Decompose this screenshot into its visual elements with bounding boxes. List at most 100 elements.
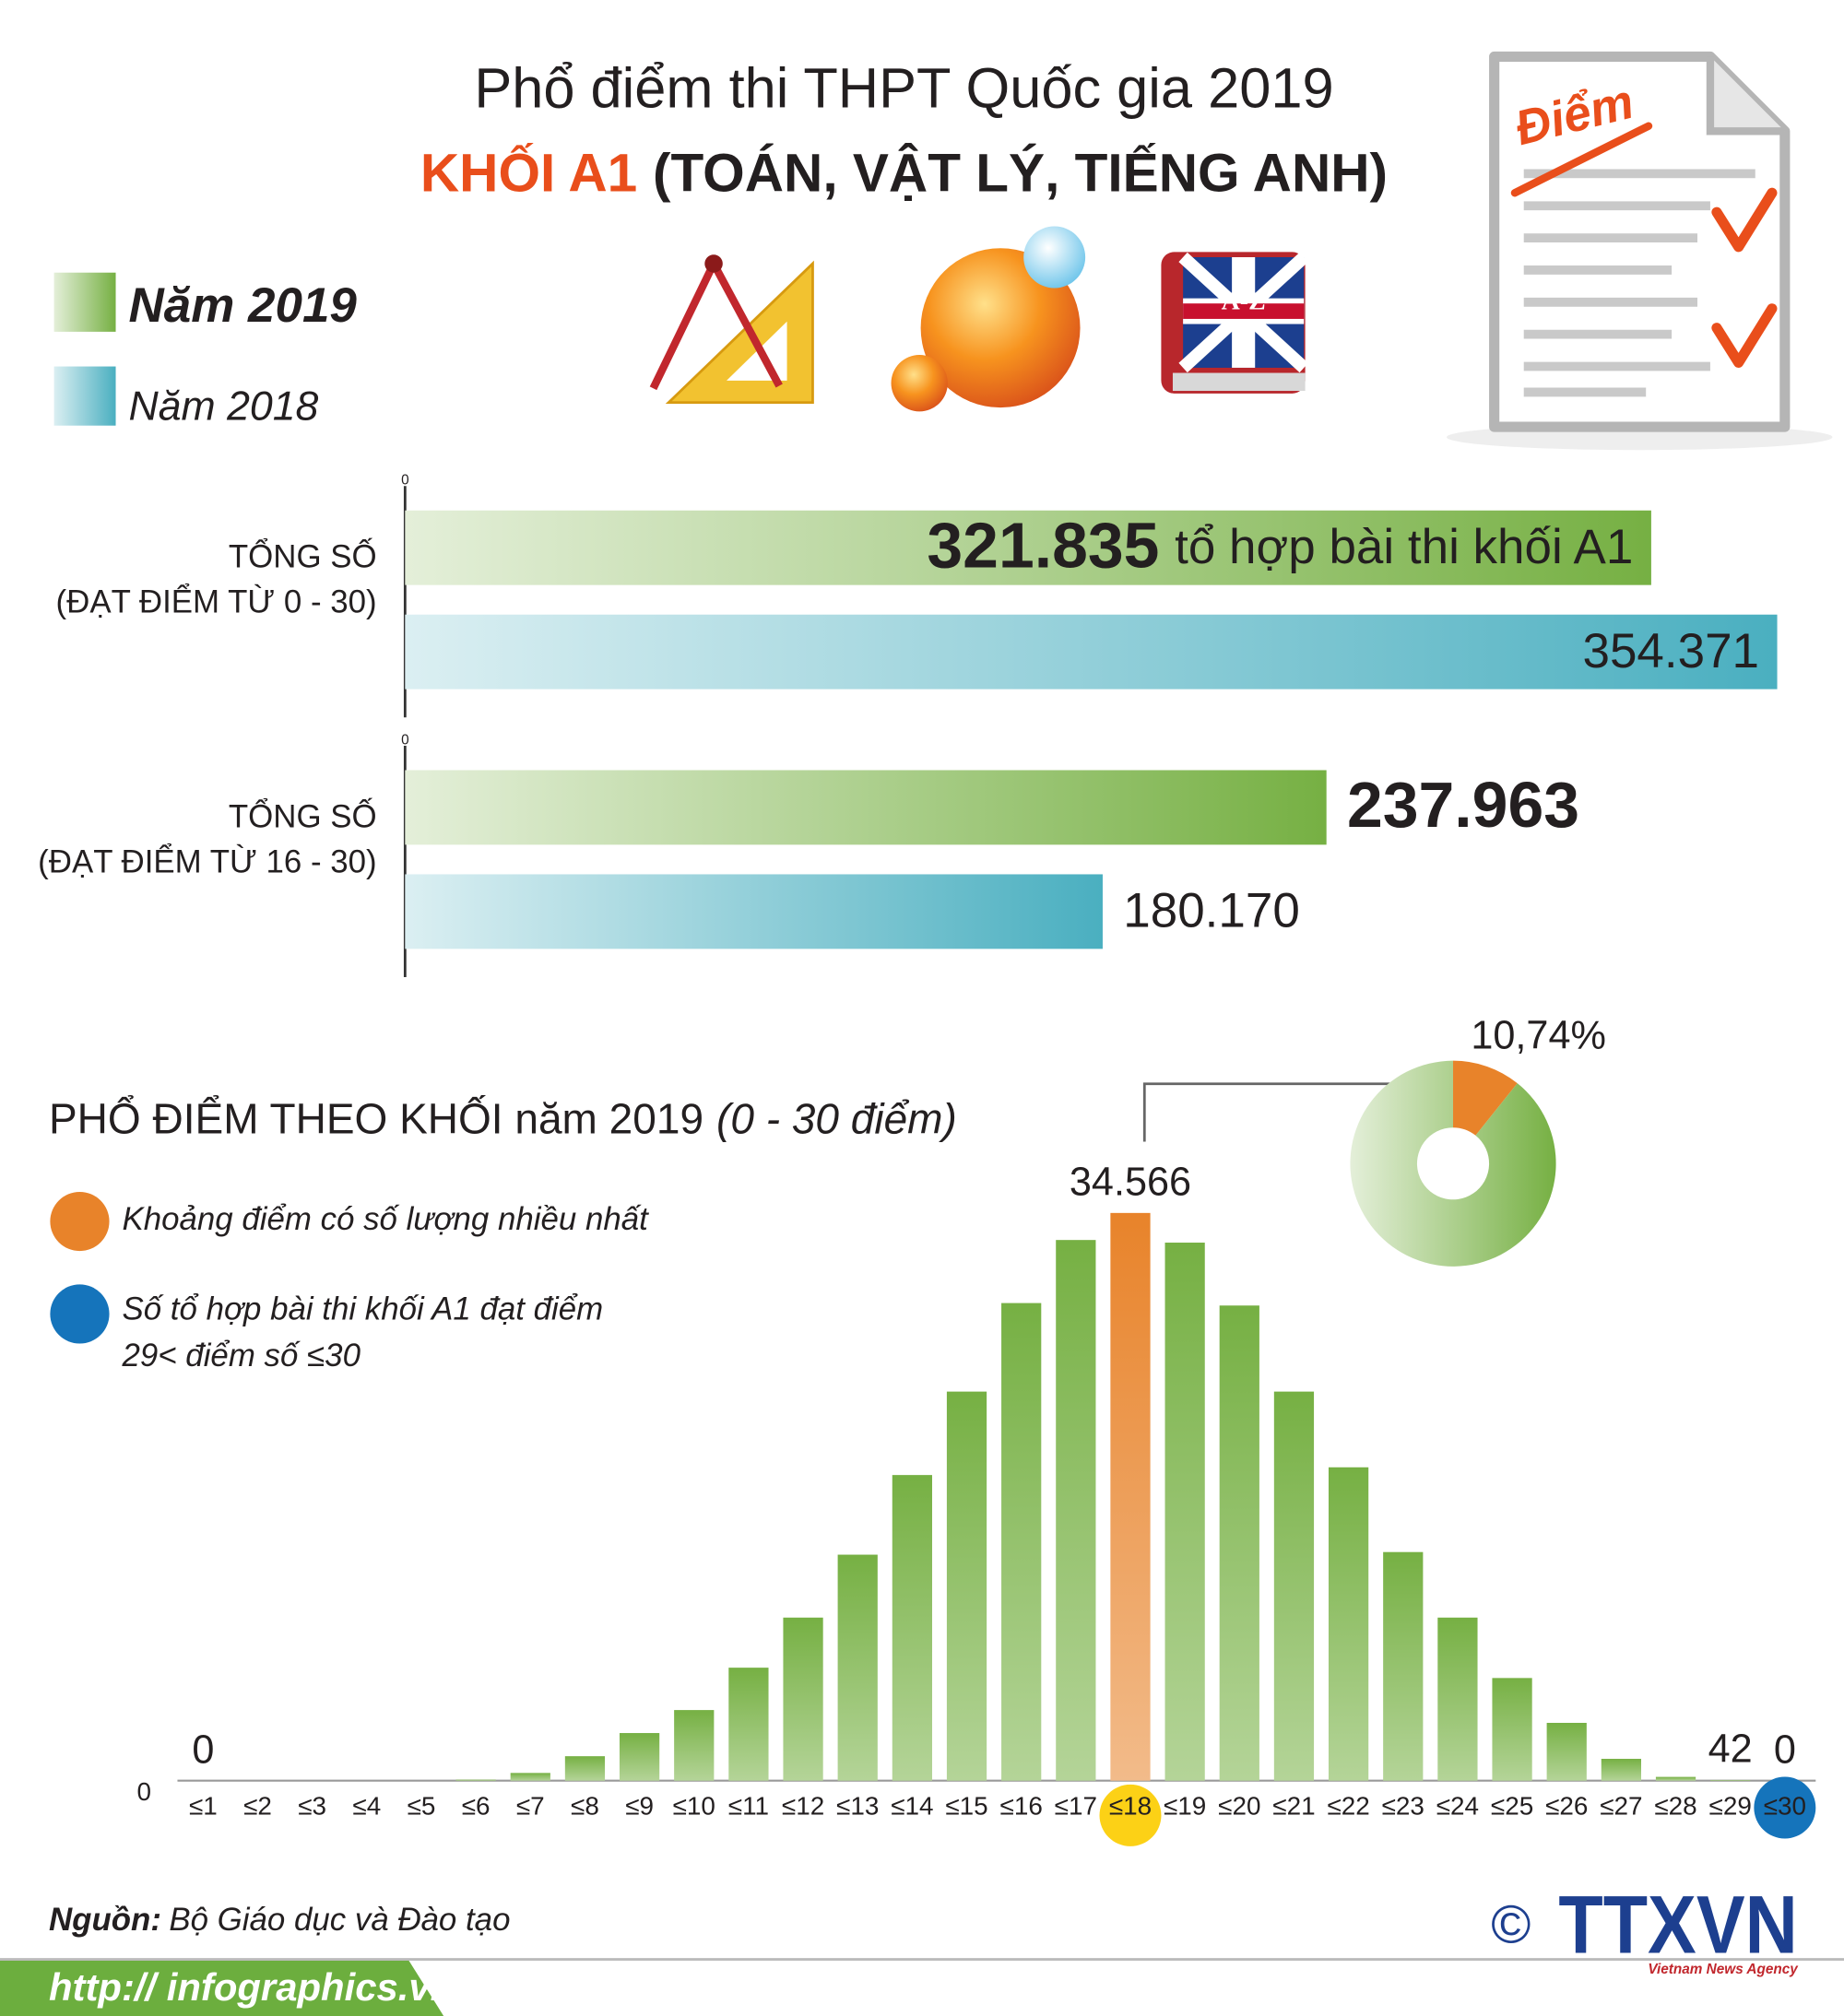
legend-marker xyxy=(50,1191,110,1252)
bar xyxy=(1110,1212,1151,1781)
pie-label: 10,74% xyxy=(1471,1013,1606,1057)
bar xyxy=(1437,1617,1478,1781)
pie-slice xyxy=(1350,1060,1556,1267)
bar xyxy=(405,510,1651,585)
x-tick-label: ≤4 xyxy=(352,1791,381,1820)
top-score-marker xyxy=(1754,1776,1816,1839)
value-label: 321.835 xyxy=(927,509,1159,581)
distribution-title-main: PHỔ ĐIỂM THEO KHỐI năm 2019 xyxy=(49,1095,703,1143)
value-label: 354.371 xyxy=(1582,624,1759,678)
bar xyxy=(405,874,1103,949)
bar xyxy=(1383,1551,1424,1781)
math-icon xyxy=(649,254,814,404)
value-label: 0 xyxy=(192,1727,214,1772)
x-tick-label: ≤17 xyxy=(1055,1791,1097,1820)
bar xyxy=(1056,1240,1096,1781)
x-tick-label: ≤21 xyxy=(1272,1791,1315,1820)
x-tick-label: ≤24 xyxy=(1436,1791,1479,1820)
x-tick-label: 0 xyxy=(401,473,409,489)
bar xyxy=(510,1773,550,1781)
x-tick-label: ≤9 xyxy=(625,1791,654,1820)
x-tick-label: ≤25 xyxy=(1491,1791,1533,1820)
bar xyxy=(783,1617,823,1781)
x-tick-label: ≤26 xyxy=(1545,1791,1588,1820)
annotation: tổ hợp bài thi khối A1 xyxy=(1175,520,1633,574)
x-tick-label: ≤19 xyxy=(1164,1791,1206,1820)
category-label: TỔNG SỐ (ĐẠT ĐIỂM TỪ 16 - 30) xyxy=(38,798,376,880)
footer-band xyxy=(0,1960,444,2016)
bar xyxy=(1219,1305,1259,1781)
legend-swatch xyxy=(53,272,116,332)
copyright: © xyxy=(1491,1895,1531,1955)
logo-subtitle: Vietnam News Agency xyxy=(1648,1962,1799,1977)
x-tick-label: ≤8 xyxy=(571,1791,599,1820)
bar xyxy=(1601,1759,1641,1781)
x-tick-label: ≤30 xyxy=(1764,1791,1806,1820)
bar xyxy=(564,1756,606,1781)
source: Nguồn: Bộ Giáo dục và Đào tạo xyxy=(49,1902,510,1938)
title: Phổ điểm thi THPT Quốc gia 2019 xyxy=(474,57,1333,121)
distribution-title: PHỔ ĐIỂM THEO KHỐI năm 2019 (0 - 30 điểm) xyxy=(49,1095,957,1143)
bar xyxy=(405,770,1327,845)
x-tick-label: ≤23 xyxy=(1382,1791,1424,1820)
bar xyxy=(1710,1779,1751,1781)
legend-label: Khoảng điểm có số lượng nhiều nhất xyxy=(122,1201,649,1237)
document-icon: Điểm xyxy=(1447,51,1833,451)
x-tick-label: ≤27 xyxy=(1600,1791,1642,1820)
x-tick-label: ≤7 xyxy=(516,1791,545,1820)
x-tick-label: ≤22 xyxy=(1327,1791,1369,1820)
x-tick-label: ≤3 xyxy=(298,1791,326,1820)
bar xyxy=(405,614,1778,690)
source-text: Bộ Giáo dục và Đào tạo xyxy=(169,1902,510,1938)
legend-label: Năm 2018 xyxy=(128,383,318,429)
leader-line xyxy=(1142,1082,1454,1142)
x-tick-label: ≤29 xyxy=(1709,1791,1752,1820)
value-label: 0 xyxy=(1774,1727,1796,1772)
value-label: 180.170 xyxy=(1123,884,1300,938)
bar xyxy=(946,1391,987,1781)
bar xyxy=(1492,1678,1532,1781)
bar xyxy=(1328,1467,1369,1781)
bar xyxy=(1546,1722,1587,1781)
x-tick-label: ≤28 xyxy=(1654,1791,1696,1820)
x-tick-label: ≤12 xyxy=(782,1791,824,1820)
legend-label: Năm 2019 xyxy=(128,278,357,333)
bar xyxy=(1164,1243,1205,1781)
x-tick-label: 0 xyxy=(401,732,409,748)
bar xyxy=(728,1668,769,1781)
bar xyxy=(455,1779,496,1781)
bar xyxy=(1655,1776,1696,1781)
x-tick-label: ≤18 xyxy=(1109,1791,1152,1820)
book-label: A-Z xyxy=(1222,288,1266,316)
logo: TTXVN xyxy=(1558,1878,1797,1970)
peak-marker xyxy=(1099,1784,1162,1846)
value-label: 34.566 xyxy=(1070,1161,1191,1205)
legend-marker xyxy=(50,1284,110,1344)
value-label: 237.963 xyxy=(1347,769,1579,841)
x-tick-label: ≤16 xyxy=(1000,1791,1043,1820)
subtitle: KHỐI A1 (TOÁN, VẬT LÝ, TIẾNG ANH) xyxy=(420,142,1388,204)
x-tick-label: ≤2 xyxy=(243,1791,272,1820)
x-tick-label: ≤15 xyxy=(945,1791,987,1820)
footer-url: http:// infographics.vn xyxy=(49,1965,454,2009)
english-icon: A-Z xyxy=(1161,252,1308,394)
legend-swatch xyxy=(53,366,116,426)
bar xyxy=(619,1733,660,1781)
bar xyxy=(1001,1303,1042,1781)
x-tick-label: ≤13 xyxy=(836,1791,879,1820)
bar xyxy=(837,1554,878,1781)
x-tick-label: ≤1 xyxy=(189,1791,218,1820)
y-tick-label: 0 xyxy=(136,1777,151,1806)
pie-slice xyxy=(1453,1060,1518,1136)
legend-label: Số tổ hợp bài thi khối A1 đạt điểm 29< đi… xyxy=(121,1291,603,1373)
subtitle-highlight: KHỐI A1 xyxy=(420,143,637,204)
x-tick-label: ≤6 xyxy=(462,1791,491,1820)
physics-icon xyxy=(891,226,1086,412)
x-tick-label: ≤20 xyxy=(1218,1791,1260,1820)
x-tick-label: ≤14 xyxy=(891,1791,933,1820)
x-tick-label: ≤11 xyxy=(728,1791,769,1820)
category-label: TỔNG SỐ (ĐẠT ĐIỂM TỪ 0 - 30) xyxy=(56,538,377,620)
distribution-subtitle: (0 - 30 điểm) xyxy=(716,1095,957,1143)
source-label: Nguồn: xyxy=(49,1902,161,1938)
